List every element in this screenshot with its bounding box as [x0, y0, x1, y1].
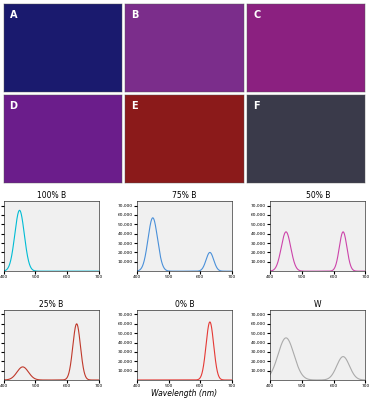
- Text: F: F: [253, 101, 260, 111]
- Text: E: E: [131, 101, 138, 111]
- Text: A: A: [10, 10, 17, 20]
- Text: D: D: [10, 101, 18, 111]
- Text: B: B: [131, 10, 139, 20]
- Title: 100% B: 100% B: [37, 191, 66, 200]
- Title: 25% B: 25% B: [39, 300, 63, 309]
- Title: 75% B: 75% B: [172, 191, 197, 200]
- Title: 50% B: 50% B: [306, 191, 330, 200]
- Text: Wavelength (nm): Wavelength (nm): [151, 389, 218, 398]
- Title: W: W: [314, 300, 321, 309]
- Text: C: C: [253, 10, 260, 20]
- Title: 0% B: 0% B: [175, 300, 194, 309]
